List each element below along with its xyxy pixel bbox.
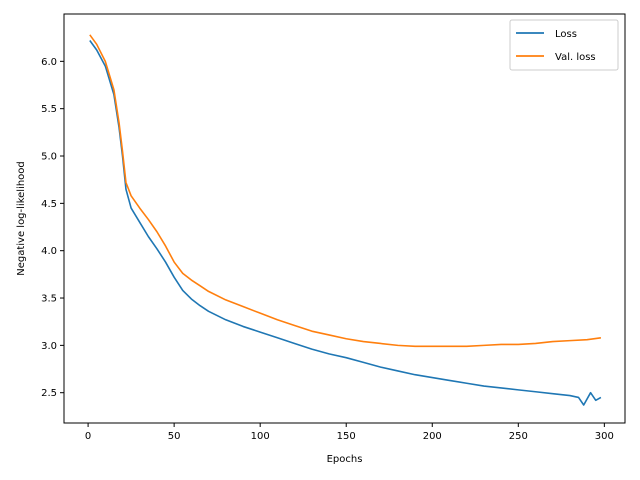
series-line-loss	[89, 40, 602, 406]
y-tick-label: 2.5	[41, 388, 57, 399]
y-tick-label: 6.0	[41, 57, 57, 68]
series-line-val-loss	[89, 34, 602, 348]
y-tick-label: 3.0	[41, 341, 57, 352]
series-layer	[89, 34, 602, 406]
legend: Loss Val. loss	[509, 19, 619, 71]
plot-area	[63, 13, 626, 424]
x-tick-label: 250	[509, 431, 528, 442]
legend-label-val-loss: Val. loss	[555, 52, 596, 63]
y-axis-ticks: 2.5 3.0 3.5 4.0 4.5 5.0 5.5 6.0	[41, 57, 64, 399]
x-axis-ticks: 0 50 100 150 200 250 300	[85, 423, 614, 442]
x-tick-label: 300	[595, 431, 614, 442]
x-axis-label: Epochs	[327, 454, 363, 465]
y-tick-label: 4.5	[41, 199, 57, 210]
legend-label-loss: Loss	[555, 29, 577, 40]
x-tick-label: 50	[168, 431, 181, 442]
y-tick-label: 3.5	[41, 294, 57, 305]
axes-frame	[63, 13, 626, 424]
x-tick-label: 200	[423, 431, 442, 442]
x-tick-label: 0	[85, 431, 91, 442]
y-tick-label: 4.0	[41, 246, 57, 257]
y-tick-label: 5.5	[41, 104, 57, 115]
x-tick-label: 100	[251, 431, 270, 442]
x-tick-label: 150	[337, 431, 356, 442]
y-axis-label: Negative log-likelihood	[16, 161, 27, 276]
y-tick-label: 5.0	[41, 152, 57, 163]
